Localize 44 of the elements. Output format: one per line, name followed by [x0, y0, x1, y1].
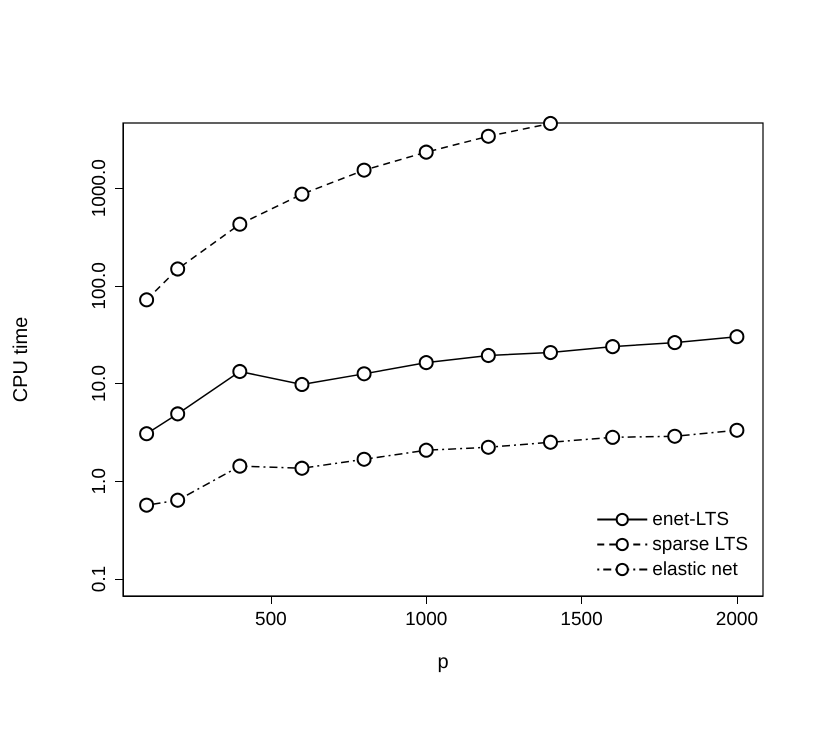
- point: [170, 406, 186, 422]
- y-axis-title: CPU time: [10, 316, 32, 402]
- point: [294, 376, 310, 392]
- point: [543, 434, 558, 450]
- y-tick-label: 1.0: [89, 468, 110, 495]
- legend-label: elastic net: [652, 559, 739, 580]
- point: [605, 430, 620, 445]
- point: [232, 216, 248, 232]
- y-tick-label: 0.1: [89, 566, 110, 592]
- point: [418, 355, 434, 370]
- x-tick-label: 1500: [560, 609, 603, 630]
- y-tick-label: 10.0: [89, 365, 110, 402]
- point: [356, 162, 372, 178]
- point: [729, 422, 744, 438]
- point: [667, 335, 682, 350]
- point: [480, 348, 496, 363]
- point: [170, 261, 186, 276]
- point: [543, 345, 558, 360]
- point: [356, 366, 372, 382]
- point: [605, 339, 620, 354]
- point: [294, 460, 310, 476]
- point: [232, 364, 248, 380]
- point: [418, 144, 434, 160]
- x-tick-label: 2000: [716, 609, 758, 630]
- y-tick-label: 100.0: [89, 262, 110, 310]
- point: [294, 186, 310, 202]
- point: [356, 452, 372, 467]
- point: [139, 292, 154, 308]
- point: [139, 498, 154, 513]
- point: [667, 428, 682, 444]
- point: [729, 329, 744, 344]
- point: [480, 128, 496, 144]
- point: [232, 458, 248, 474]
- point: [480, 440, 496, 455]
- point: [543, 116, 558, 131]
- legend-label: enet-LTS: [652, 509, 730, 530]
- y-tick-label: 1000.0: [89, 159, 110, 218]
- point: [418, 442, 434, 458]
- x-tick-label: 500: [255, 609, 287, 630]
- point: [139, 426, 154, 442]
- x-axis-title: p: [437, 651, 449, 673]
- x-tick-label: 1000: [405, 609, 448, 630]
- legend-label: sparse LTS: [652, 534, 748, 555]
- point: [170, 492, 186, 508]
